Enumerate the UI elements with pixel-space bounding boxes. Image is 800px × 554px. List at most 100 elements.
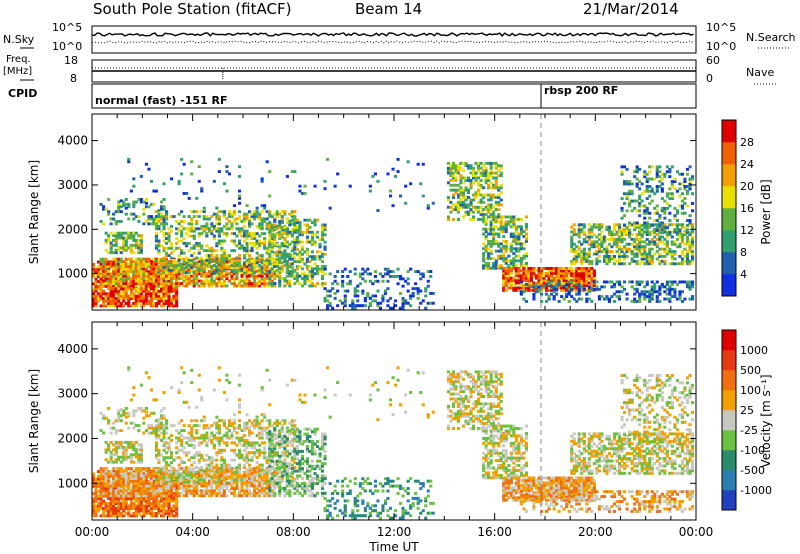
power-cell bbox=[144, 201, 148, 205]
power-cell bbox=[220, 229, 224, 233]
power-cell bbox=[461, 205, 465, 209]
velocity-cell bbox=[109, 507, 113, 510]
cpid-mode-rbsp: rbsp 200 RF bbox=[544, 84, 618, 97]
power-cell bbox=[119, 251, 123, 255]
power-cell bbox=[691, 240, 695, 244]
power-cell bbox=[625, 250, 629, 253]
power-cell bbox=[162, 294, 166, 298]
power-cell bbox=[253, 241, 257, 245]
velocity-cell bbox=[122, 509, 126, 513]
power-cell bbox=[680, 204, 684, 208]
power-cell bbox=[489, 198, 493, 202]
power-cell bbox=[132, 260, 136, 264]
power-cell bbox=[680, 199, 684, 203]
power-cell bbox=[635, 209, 639, 213]
power-cell bbox=[107, 287, 111, 291]
power-cell bbox=[129, 246, 133, 250]
power-cell bbox=[222, 210, 226, 214]
power-cell bbox=[220, 254, 224, 257]
power-cell bbox=[154, 189, 158, 193]
power-cell bbox=[157, 265, 161, 268]
power-cell bbox=[663, 237, 667, 241]
power-cell bbox=[245, 259, 249, 262]
power-cell bbox=[509, 286, 513, 290]
power-cell bbox=[172, 277, 176, 281]
power-cell bbox=[550, 285, 554, 289]
power-cell bbox=[159, 229, 163, 233]
power-cell bbox=[595, 225, 599, 229]
power-cell bbox=[635, 224, 639, 227]
power-cell bbox=[295, 221, 299, 224]
power-cell bbox=[167, 302, 171, 305]
velocity-cell bbox=[124, 504, 128, 508]
power-cell bbox=[132, 243, 136, 247]
power-cell bbox=[625, 182, 629, 186]
power-cell bbox=[492, 218, 496, 221]
power-cell bbox=[127, 274, 131, 278]
power-cell bbox=[522, 271, 526, 275]
power-cell bbox=[248, 263, 252, 267]
power-cell bbox=[288, 269, 292, 273]
power-cell bbox=[285, 265, 289, 268]
velocity-cell bbox=[119, 511, 123, 515]
power-cell bbox=[167, 268, 171, 272]
power-cell bbox=[303, 279, 307, 283]
power-cell bbox=[527, 276, 531, 280]
power-cell bbox=[268, 230, 272, 234]
power-cell bbox=[678, 297, 682, 301]
power-cell bbox=[308, 230, 312, 234]
power-cell bbox=[202, 210, 206, 214]
power-cell bbox=[512, 252, 516, 255]
power-cell bbox=[401, 277, 405, 281]
power-cell bbox=[232, 217, 236, 221]
power-cell bbox=[630, 192, 634, 196]
power-cell bbox=[456, 193, 460, 197]
power-cell bbox=[132, 279, 136, 283]
power-cell bbox=[124, 206, 128, 210]
power-cell bbox=[683, 185, 687, 188]
power-cell bbox=[620, 209, 624, 213]
velocity-cell bbox=[139, 502, 143, 506]
power-cell bbox=[265, 246, 269, 250]
power-cell bbox=[660, 225, 664, 229]
power-cell bbox=[192, 215, 196, 218]
power-cell bbox=[132, 262, 136, 266]
power-cell bbox=[640, 255, 644, 258]
power-cell bbox=[230, 282, 234, 285]
power-cell bbox=[182, 277, 186, 281]
power-cell bbox=[132, 234, 136, 238]
velocity-cell bbox=[149, 509, 153, 513]
power-cell bbox=[154, 222, 158, 226]
power-cell bbox=[298, 221, 302, 224]
power-cell bbox=[137, 292, 141, 296]
velocity-cell bbox=[94, 489, 98, 493]
power-cell bbox=[210, 284, 214, 288]
power-cell bbox=[638, 237, 642, 241]
power-cell bbox=[602, 235, 606, 239]
power-cell bbox=[167, 282, 171, 285]
power-cell bbox=[524, 222, 528, 226]
power-cell bbox=[326, 157, 330, 161]
power-cell bbox=[613, 233, 617, 236]
power-cell bbox=[389, 296, 393, 300]
power-cell bbox=[522, 276, 526, 280]
power-cell bbox=[577, 235, 581, 239]
power-cell bbox=[220, 262, 224, 266]
power-cell bbox=[461, 193, 465, 197]
power-cell bbox=[144, 198, 148, 201]
power-cell bbox=[144, 292, 148, 296]
power-cell bbox=[688, 247, 692, 251]
power-cell bbox=[504, 215, 508, 219]
power-cell bbox=[215, 227, 219, 231]
power-cell bbox=[625, 231, 629, 235]
power-cell bbox=[655, 211, 659, 215]
power-cell bbox=[527, 279, 531, 283]
power-cell bbox=[253, 282, 257, 285]
velocity-cell bbox=[94, 492, 98, 496]
power-cell bbox=[426, 204, 430, 208]
power-cell bbox=[278, 274, 282, 278]
power-cell bbox=[114, 282, 118, 285]
power-cell bbox=[540, 271, 544, 275]
power-cell bbox=[519, 286, 523, 290]
power-cell bbox=[180, 234, 184, 238]
